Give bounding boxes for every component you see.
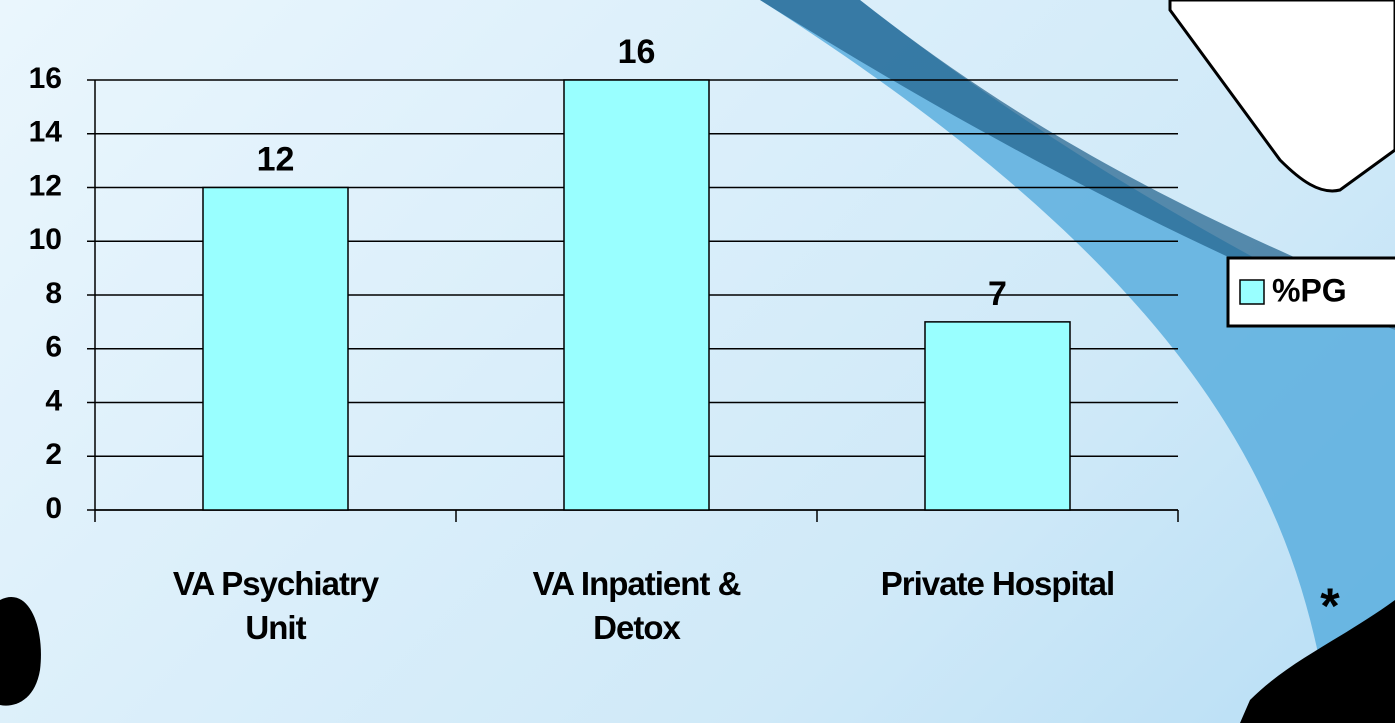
y-tick-label: 16	[29, 62, 62, 95]
y-tick-label: 2	[45, 438, 62, 471]
data-label: 12	[257, 140, 295, 178]
y-tick-label: 10	[29, 223, 62, 256]
x-tick-label: VA Psychiatry Unit	[172, 565, 379, 646]
decor-bomb	[1240, 600, 1395, 723]
legend-label: %PG	[1272, 272, 1347, 308]
y-tick-label: 4	[45, 384, 62, 417]
x-tick-label: Private Hospital	[880, 565, 1115, 602]
decor-swoosh-dark	[760, 0, 1395, 330]
bar	[563, 79, 710, 511]
y-tick-label: 0	[45, 492, 62, 525]
data-label: 16	[618, 33, 656, 71]
y-tick-label: 14	[29, 116, 63, 149]
bar	[202, 186, 349, 511]
legend-swatch	[1239, 279, 1265, 305]
decor-cards	[1168, 0, 1395, 193]
y-tick-label: 12	[29, 169, 62, 202]
x-tick-label: VA Inpatient & Detox	[532, 565, 742, 646]
decor-star: *	[1320, 578, 1340, 634]
decor-blob	[0, 597, 41, 706]
data-label: 7	[988, 275, 1007, 313]
bar	[924, 321, 1071, 511]
legend-box	[1226, 256, 1395, 328]
y-tick-label: 6	[45, 331, 62, 364]
y-tick-label: 8	[45, 277, 62, 310]
